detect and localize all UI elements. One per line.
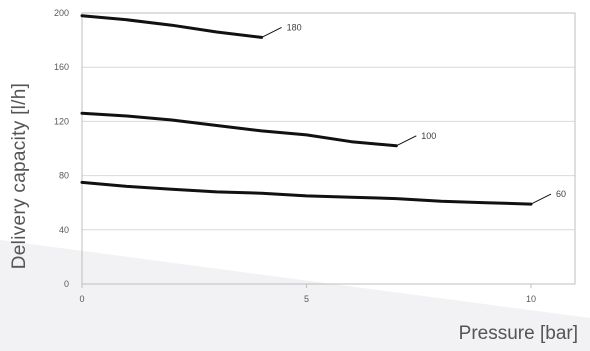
series-lines — [80, 14, 533, 206]
series-label-leader-100 — [396, 135, 417, 147]
series-line-180 — [80, 14, 264, 39]
y-axis-label-wrap: Delivery capacity [l/h] — [9, 0, 31, 351]
y-tick-label-120: 120 — [54, 116, 69, 126]
series-label-100: 100 — [421, 131, 436, 141]
x-tick-label-10: 10 — [526, 294, 536, 304]
y-tick-label-40: 40 — [59, 225, 69, 235]
series-label-180: 180 — [287, 22, 302, 32]
tick-labels: 0 40 80 120 160 200 0 5 10 — [54, 8, 536, 304]
series-label-60: 60 — [556, 189, 566, 199]
x-tick-label-5: 5 — [304, 294, 309, 304]
y-tick-label-80: 80 — [59, 171, 69, 181]
series-label-leader-180 — [261, 26, 282, 38]
series-labels: 180 100 60 — [261, 22, 566, 205]
y-axis-label: Delivery capacity [l/h] — [9, 82, 31, 269]
y-tick-label-200: 200 — [54, 8, 69, 18]
x-axis-label: Pressure [bar] — [458, 323, 578, 344]
x-tick-label-0: 0 — [79, 294, 84, 304]
y-tick-label-160: 160 — [54, 62, 69, 72]
axes — [81, 12, 576, 288]
series-line-100 — [80, 111, 398, 148]
plot-frame — [81, 12, 576, 285]
grid-lines — [82, 12, 575, 285]
series-line-60 — [80, 180, 533, 206]
series-label-leader-60 — [530, 193, 552, 205]
y-tick-label-0: 0 — [64, 279, 69, 289]
